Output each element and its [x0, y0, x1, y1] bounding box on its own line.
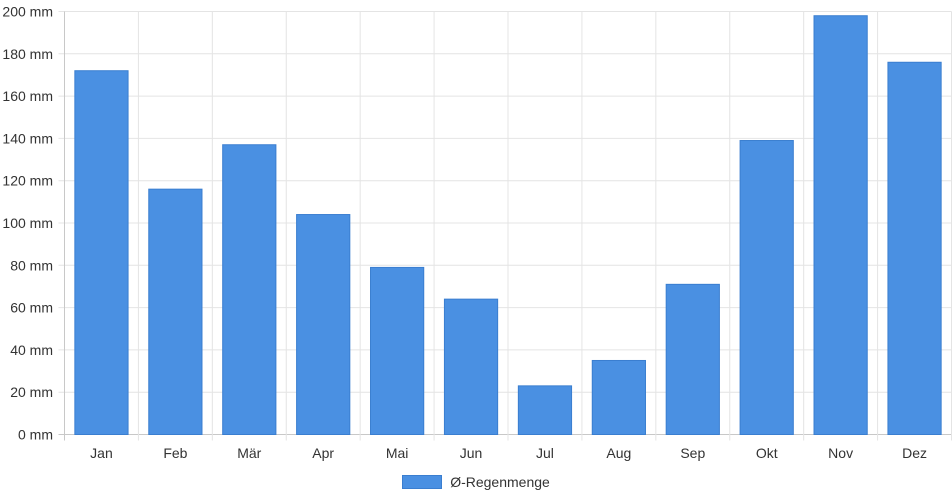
y-tick-label: 60 mm — [10, 300, 53, 316]
y-tick-label: 180 mm — [2, 46, 53, 62]
x-tick-label: Jun — [460, 445, 483, 461]
y-tick-label: 100 mm — [2, 215, 53, 231]
bar-mai[interactable] — [370, 266, 425, 436]
y-tick-label: 200 mm — [2, 4, 53, 20]
x-tick-label: Nov — [828, 445, 853, 461]
bar-aug[interactable] — [591, 359, 646, 436]
chart-canvas: 0 mm 20 mm 40 mm 60 mm 80 mm 100 mm 120 mm 140 … — [2, 4, 952, 461]
x-tick-label: Aug — [606, 445, 631, 461]
grid-layer — [58, 11, 952, 441]
bar-apr[interactable] — [296, 214, 351, 435]
x-tick-label: Mai — [386, 445, 409, 461]
y-tick-label: 40 mm — [10, 342, 53, 358]
x-tick-label: Sep — [680, 445, 705, 461]
legend-swatch — [402, 475, 443, 489]
y-axis-ticks: 0 mm 20 mm 40 mm 60 mm 80 mm 100 mm 120 mm 140 … — [2, 4, 53, 443]
bar-mär[interactable] — [222, 144, 277, 435]
legend[interactable]: Ø-Regenmenge — [0, 472, 952, 492]
bar-nov[interactable] — [813, 15, 868, 435]
bar-jun[interactable] — [443, 298, 499, 436]
y-tick-label: 80 mm — [10, 257, 53, 273]
bar-jan[interactable] — [74, 70, 129, 435]
legend-label: Ø-Regenmenge — [450, 474, 550, 490]
x-tick-label: Dez — [902, 445, 927, 461]
bar-sep[interactable] — [665, 283, 720, 435]
bar-jul[interactable] — [517, 385, 573, 436]
x-tick-label: Mär — [237, 445, 261, 461]
y-tick-label: 160 mm — [2, 88, 53, 104]
y-tick-label: 120 mm — [2, 173, 53, 189]
y-tick-label: 20 mm — [10, 384, 53, 400]
bar-layer — [74, 15, 942, 436]
x-tick-label: Apr — [312, 445, 334, 461]
bar-feb[interactable] — [148, 188, 203, 435]
x-tick-label: Feb — [163, 445, 187, 461]
y-tick-label: 140 mm — [2, 130, 53, 146]
bar-dez[interactable] — [887, 61, 942, 435]
y-tick-label: 0 mm — [18, 427, 53, 443]
bar-okt[interactable] — [739, 140, 794, 435]
x-tick-label: Okt — [756, 445, 778, 461]
x-axis-ticks: Jan Feb Mär Apr Mai Jun Jul Aug Sep Okt Nov Dez — [90, 445, 927, 461]
x-tick-label: Jan — [90, 445, 113, 461]
x-tick-label: Jul — [536, 445, 554, 461]
